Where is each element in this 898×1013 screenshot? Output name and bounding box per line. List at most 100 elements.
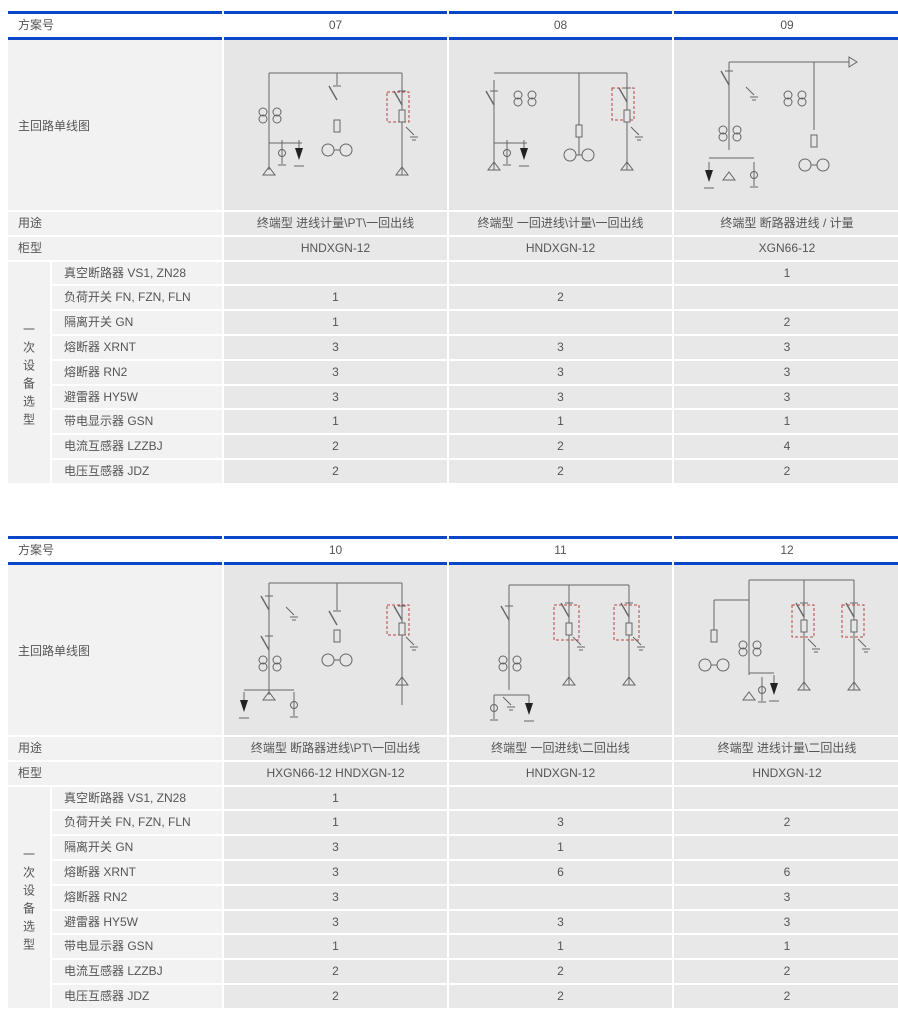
cabinet-cell: HNDXGN-12: [224, 236, 447, 260]
equipment-count: 2: [674, 811, 898, 835]
diagram-label: 主回路单线图: [8, 565, 222, 735]
equipment-count: 1: [224, 410, 447, 434]
equipment-count: [449, 786, 672, 810]
equipment-count: 1: [674, 261, 898, 285]
usage-cell: 终端型 一回进线\二回出线: [449, 737, 672, 760]
diagram-cell: [674, 565, 898, 735]
diagram-cell: [224, 565, 447, 735]
equipment-count: 1: [224, 311, 447, 334]
single-line-diagram: [490, 584, 645, 722]
equipment-count: 3: [449, 335, 672, 359]
equipment-label: 熔断器 XRNT: [52, 860, 222, 884]
equipment-count: 3: [674, 385, 898, 409]
cabinet-label: 柜型: [8, 761, 222, 785]
single-line-diagram: [258, 72, 418, 176]
equipment-label: 隔离开关 GN: [52, 311, 222, 334]
single-line-diagram: [239, 582, 418, 719]
equipment-count: 1: [449, 410, 672, 434]
equipment-group-label: 一次设备选型: [8, 261, 50, 483]
equipment-count: 2: [449, 459, 672, 483]
equipment-count: 2: [224, 459, 447, 483]
equipment-count: 3: [674, 885, 898, 909]
scheme-number: 07: [224, 11, 447, 40]
scheme-label: 方案号: [8, 536, 222, 565]
equipment-count: 2: [449, 435, 672, 458]
equipment-count: 2: [674, 459, 898, 483]
equipment-count: 2: [224, 984, 447, 1008]
equipment-count: [449, 261, 672, 285]
usage-cell: 终端型 一回进线\计量\一回出线: [449, 212, 672, 235]
equipment-label: 隔离开关 GN: [52, 836, 222, 859]
equipment-label: 电流互感器 LZZBJ: [52, 960, 222, 983]
equipment-count: [224, 261, 447, 285]
equipment-label: 熔断器 RN2: [52, 885, 222, 909]
diagram-cell: [449, 565, 672, 735]
usage-cell: 终端型 断路器进线\PT\一回出线: [224, 737, 447, 760]
equipment-count: 3: [449, 385, 672, 409]
equipment-label: 带电显示器 GSN: [52, 410, 222, 434]
scheme-number: 11: [449, 536, 672, 565]
equipment-count: 1: [224, 286, 447, 310]
equipment-label: 负荷开关 FN, FZN, FLN: [52, 286, 222, 310]
equipment-label: 真空断路器 VS1, ZN28: [52, 261, 222, 285]
equipment-label: 熔断器 RN2: [52, 360, 222, 384]
equipment-count: [674, 836, 898, 859]
scheme-label: 方案号: [8, 11, 222, 40]
single-line-diagram: [485, 72, 643, 171]
scheme-number: 08: [449, 11, 672, 40]
cabinet-label: 柜型: [8, 236, 222, 260]
cabinet-cell: HNDXGN-12: [449, 761, 672, 785]
equipment-label: 电流互感器 LZZBJ: [52, 435, 222, 458]
equipment-count: 1: [449, 935, 672, 959]
equipment-count: 1: [224, 935, 447, 959]
equipment-count: 3: [674, 360, 898, 384]
equipment-count: 1: [224, 811, 447, 835]
scheme-number: 09: [674, 11, 898, 40]
equipment-count: 3: [224, 836, 447, 859]
equipment-label: 电压互感器 JDZ: [52, 459, 222, 483]
equipment-count: [449, 885, 672, 909]
equipment-group-label: 一次设备选型: [8, 786, 50, 1008]
usage-cell: 终端型 断路器进线 / 计量: [674, 212, 898, 235]
equipment-label: 真空断路器 VS1, ZN28: [52, 786, 222, 810]
usage-label: 用途: [8, 737, 222, 760]
equipment-count: 1: [674, 410, 898, 434]
single-line-diagram: [698, 579, 870, 703]
cabinet-cell: HXGN66-12 HNDXGN-12: [224, 761, 447, 785]
equipment-count: 2: [449, 286, 672, 310]
equipment-count: 3: [674, 335, 898, 359]
diagram-cell: [674, 40, 898, 210]
equipment-count: [674, 786, 898, 810]
equipment-count: 6: [449, 860, 672, 884]
equipment-count: 3: [224, 385, 447, 409]
equipment-count: 2: [674, 960, 898, 983]
equipment-count: 1: [674, 935, 898, 959]
scheme-table: 方案号 07 08 09 主回路单线图 用途 终端型 进线计量\PT\一回出线 终端型 一回进…: [8, 11, 898, 483]
equipment-label: 电压互感器 JDZ: [52, 984, 222, 1008]
usage-label: 用途: [8, 212, 222, 235]
equipment-count: 3: [224, 860, 447, 884]
diagram-label: 主回路单线图: [8, 40, 222, 210]
usage-cell: 终端型 进线计量\PT\一回出线: [224, 212, 447, 235]
cabinet-cell: XGN66-12: [674, 236, 898, 260]
diagram-cell: [224, 40, 447, 210]
equipment-count: 1: [449, 836, 672, 859]
equipment-count: 2: [224, 435, 447, 458]
cabinet-cell: HNDXGN-12: [674, 761, 898, 785]
equipment-count: 3: [224, 360, 447, 384]
diagram-cell: [449, 40, 672, 210]
single-line-diagram: [704, 56, 858, 189]
equipment-count: 3: [449, 360, 672, 384]
equipment-count: 3: [224, 335, 447, 359]
scheme-number: 12: [674, 536, 898, 565]
equipment-count: 3: [674, 910, 898, 934]
equipment-count: 2: [674, 311, 898, 334]
equipment-label: 避雷器 HY5W: [52, 910, 222, 934]
equipment-count: 3: [449, 811, 672, 835]
equipment-label: 避雷器 HY5W: [52, 385, 222, 409]
equipment-count: 4: [674, 435, 898, 458]
equipment-count: 3: [449, 910, 672, 934]
equipment-count: [674, 286, 898, 310]
equipment-count: [449, 311, 672, 334]
equipment-label: 熔断器 XRNT: [52, 335, 222, 359]
